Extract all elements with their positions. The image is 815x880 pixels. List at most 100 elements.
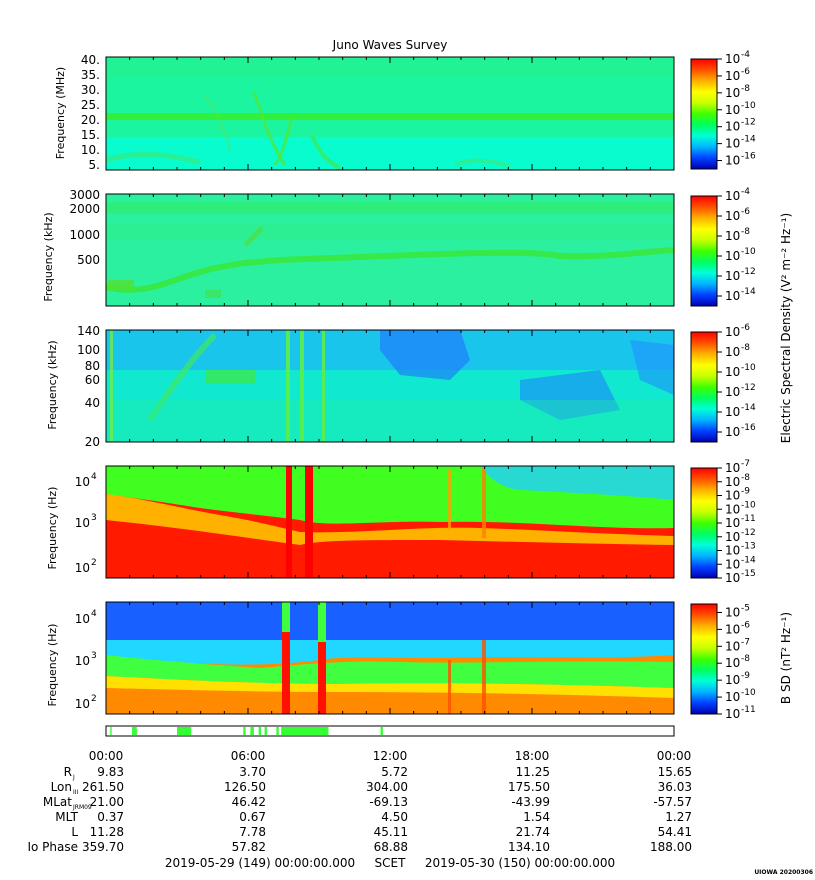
y-axis-ticks: 10 4 10 3 10 2: [75, 472, 97, 575]
y-tick-exponent: 3: [91, 651, 97, 661]
colorbar-label-magnetic: B SD (nT² Hz⁻¹): [779, 612, 793, 704]
ephemeris-value: 359.70: [82, 840, 124, 854]
emission-spike: [300, 330, 304, 442]
emission-spike: [482, 468, 486, 538]
colorbar-tick-label: 10: [725, 405, 740, 419]
emission-patch: [205, 370, 255, 384]
emission-arc-2: [273, 117, 294, 166]
panel-hfr-high: Frequency (MHz) 40. 35. 30. 25. 20. 15. …: [54, 50, 756, 172]
ephemeris-value: -57.57: [653, 795, 692, 809]
colorbar-tick-exponent: -7: [741, 459, 750, 469]
y-axis-label: Frequency (MHz): [54, 67, 67, 159]
y-tick-exponent: 4: [91, 472, 97, 482]
scet-start: 2019-05-29 (149) 00:00:00.000: [165, 856, 355, 870]
colorbar-tick-exponent: -14: [741, 135, 756, 145]
y-tick: 500: [77, 253, 100, 267]
mode-bar-frame: [105, 725, 675, 737]
watermark: UIOWA 20200306: [754, 869, 813, 876]
panel-lfr-e: Frequency (Hz) 10 4 10 3 10 2 10-710-810…: [46, 213, 793, 585]
colorbar-tick-exponent: -16: [741, 423, 756, 433]
colorbar: [690, 58, 718, 170]
colorbar-tick-exponent: -12: [741, 383, 756, 393]
mode-bar-segment: [250, 727, 254, 735]
x-tick-label: 18:00: [515, 749, 550, 763]
colorbar-tick-exponent: -10: [741, 688, 756, 698]
emission-1mhz-band: [106, 224, 674, 240]
emission-spike: [318, 602, 326, 714]
colorbar-tick-label: 10: [725, 229, 740, 243]
colorbar-tick-label: 10: [725, 209, 740, 223]
colorbar-tick-label: 10: [725, 516, 740, 530]
colorbar: [690, 603, 718, 715]
ephemeris-value: -69.13: [369, 795, 408, 809]
colorbar-tick-label: 10: [725, 345, 740, 359]
ephemeris-value: 7.78: [239, 825, 266, 839]
colorbar-tick-label: 10: [725, 571, 740, 585]
ephemeris-value: 261.50: [82, 780, 124, 794]
spectrogram-green-band: [106, 655, 674, 688]
y-axis-ticks: 40. 35. 30. 25. 20. 15. 10. 5.: [81, 53, 100, 172]
ephemeris-table: R J 9.83 3.70 5.72 11.25 15.65 Lon III 261.50 126.…: [27, 765, 692, 854]
spectrogram-lower-band: [106, 400, 674, 442]
ephemeris-value: 11.25: [516, 765, 550, 779]
ephemeris-label: R: [64, 765, 72, 779]
colorbar-tick-exponent: -14: [741, 287, 756, 297]
colorbar-tick-exponent: -13: [741, 542, 756, 552]
ephemeris-label: Io Phase: [27, 840, 78, 854]
emission-arc-3: [204, 94, 231, 151]
colorbar-tick-exponent: -8: [741, 654, 750, 664]
ephemeris-value: 11.28: [90, 825, 124, 839]
panel-lfr-b: Frequency (Hz) 10 4 10 3 10 2 10-510-610…: [46, 601, 793, 721]
colorbar: [690, 467, 718, 579]
colorbar-tick-label: 10: [725, 52, 740, 66]
x-tick-label: 00:00: [89, 749, 124, 763]
spectrogram-blue-region: [380, 330, 470, 380]
ephemeris-value: 54.41: [658, 825, 692, 839]
ephemeris-value: 1.27: [665, 810, 692, 824]
scet-end: 2019-05-30 (150) 00:00:00.000: [425, 856, 615, 870]
colorbar-tick-label: 10: [725, 120, 740, 134]
emission-spike: [305, 466, 313, 578]
mode-bar-segment: [132, 727, 137, 735]
emission-spike: [286, 466, 292, 578]
y-tick: 20: [85, 435, 100, 449]
ephemeris-value: 3.70: [239, 765, 266, 779]
colorbar-tick-exponent: -15: [741, 569, 756, 579]
mode-bar-segment: [380, 727, 383, 735]
ephemeris-value: 175.50: [508, 780, 550, 794]
colorbar-tick-label: 10: [725, 461, 740, 475]
colorbar-tick-label: 10: [725, 622, 740, 636]
y-tick: 20.: [81, 113, 100, 127]
y-tick: 80: [85, 359, 100, 373]
colorbar-tick-label: 10: [725, 103, 740, 117]
colorbar-tick-label: 10: [725, 269, 740, 283]
ephemeris-label-subscript: III: [73, 789, 79, 796]
colorbar-tick-label: 10: [725, 249, 740, 263]
colorbar: [690, 195, 718, 307]
colorbar-tick-exponent: -10: [741, 101, 756, 111]
colorbar-tick-exponent: -12: [741, 267, 756, 277]
emission-arc: [147, 332, 218, 422]
colorbar-tick-exponent: -12: [741, 118, 756, 128]
emission-patch: [108, 280, 134, 290]
colorbar-tick-exponent: -14: [741, 555, 756, 565]
colorbar: [690, 331, 718, 443]
spectrogram-blue-region: [520, 370, 620, 420]
ephemeris-value: 21.00: [90, 795, 124, 809]
colorbar-tick-exponent: -11: [741, 514, 756, 524]
x-axis-ticks: [105, 330, 675, 442]
y-tick: 35.: [81, 68, 100, 82]
colorbar-label-electric: Electric Spectral Density (V² m⁻² Hz⁻¹): [779, 213, 793, 443]
mode-bar-segment: [243, 727, 246, 735]
y-tick: 40.: [81, 53, 100, 67]
ephemeris-value: 36.03: [658, 780, 692, 794]
spectrogram-lfr-high: [106, 330, 674, 442]
colorbar-tick-label: 10: [725, 673, 740, 687]
colorbar-tick-label: 10: [725, 557, 740, 571]
y-tick: 25.: [81, 98, 100, 112]
emission-spike-top: [318, 602, 326, 642]
spectrogram-blue-region: [480, 466, 674, 500]
colorbar-tick-exponent: -16: [741, 152, 756, 162]
